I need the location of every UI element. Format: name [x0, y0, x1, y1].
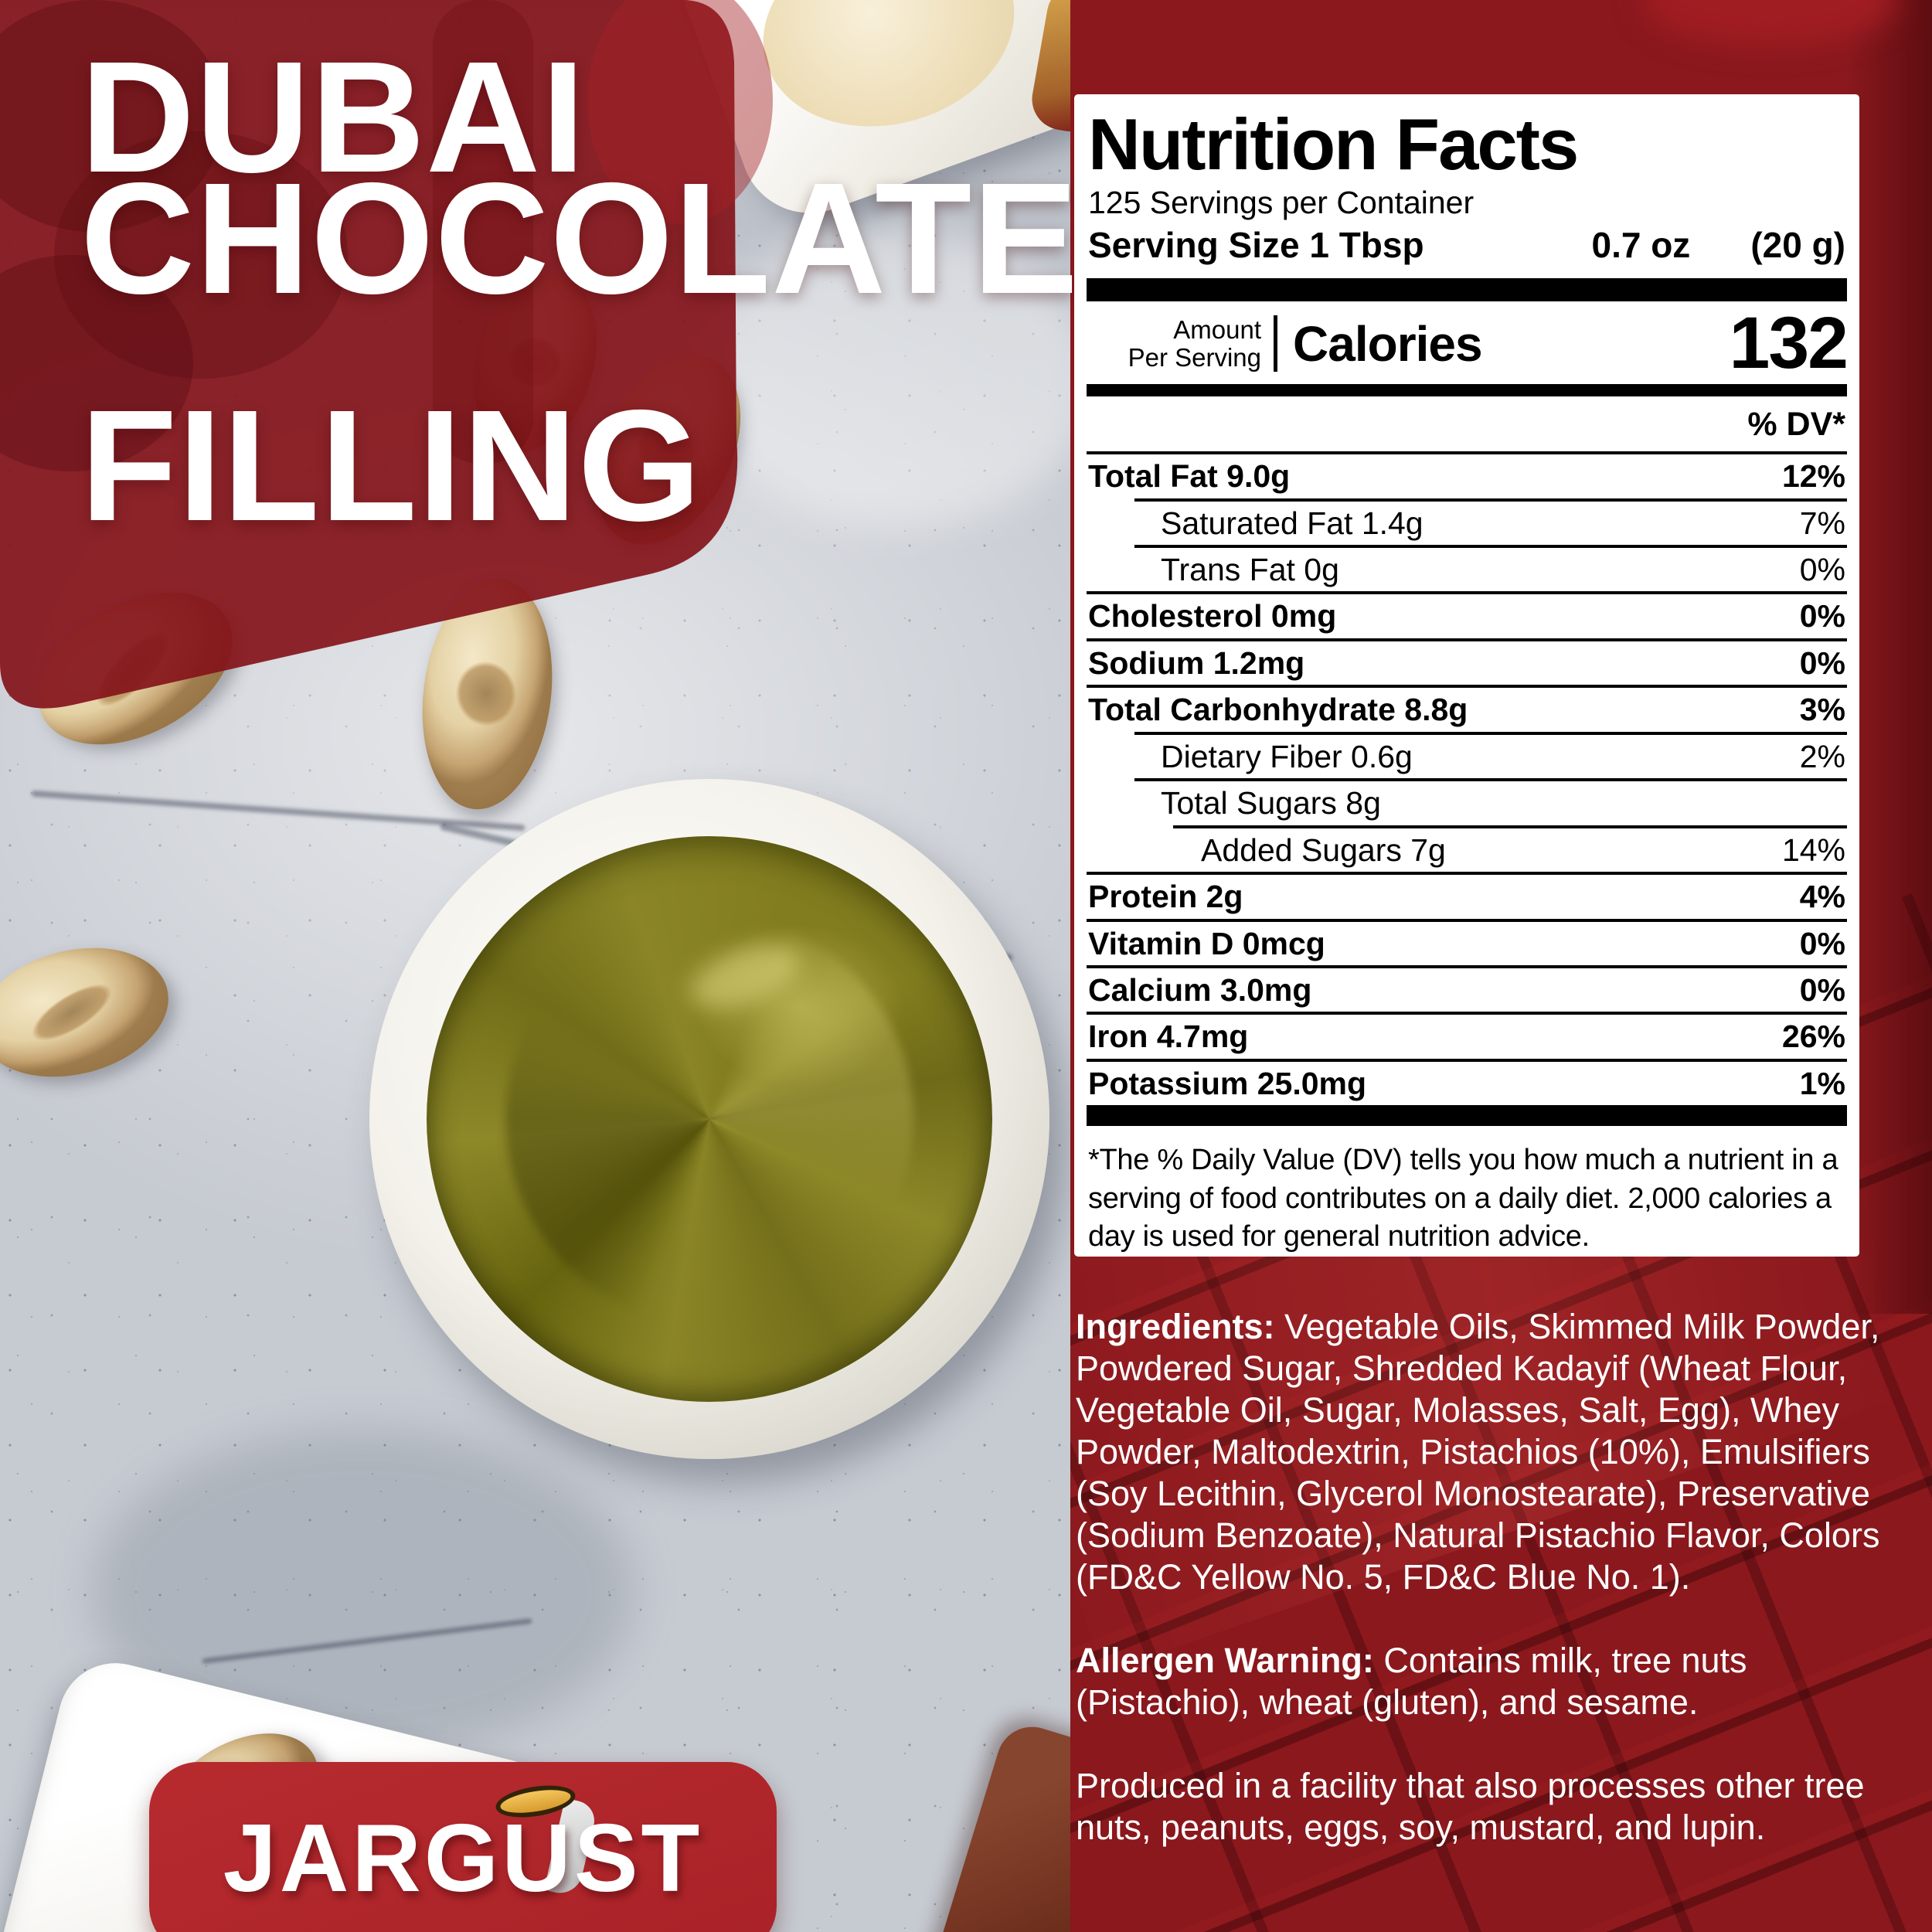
daily-value-header: % DV*: [1747, 406, 1845, 444]
calories-value: 132: [1729, 302, 1849, 385]
nutrient-row-sodium: Sodium 1.2mg 0%: [1087, 638, 1847, 685]
medium-divider: [1087, 384, 1847, 397]
title-line-2: CHOCOLATE: [80, 150, 1080, 327]
amount-per-serving: Amount Per Serving: [1087, 316, 1261, 371]
amount-line-2: Per Serving: [1128, 342, 1261, 372]
nutrient-row-trans-fat: Trans Fat 0g 0%: [1134, 544, 1847, 591]
photo-background: [0, 0, 1070, 1932]
calories-label: Calories: [1293, 315, 1483, 372]
vertical-divider: [1274, 315, 1277, 372]
thick-divider-bottom: [1087, 1105, 1847, 1127]
info-text-block: Ingredients: Vegetable Oils, Skimmed Mil…: [1076, 1306, 1912, 1890]
nutrient-row-total-fat: Total Fat 9.0g 12%: [1087, 451, 1847, 498]
title-line-1: DUBAI: [80, 29, 587, 206]
servings-per-container: 125 Servings per Container: [1088, 185, 1475, 221]
edge-shadow: [1847, 0, 1932, 1314]
nutrient-row-cholesterol: Cholesterol 0mg 0%: [1087, 591, 1847, 638]
nutrient-row-saturated-fat: Saturated Fat 1.4g 7%: [1134, 498, 1847, 545]
allergen-paragraph: Allergen Warning: Contains milk, tree nu…: [1076, 1640, 1912, 1723]
allergen-label: Allergen Warning:: [1076, 1641, 1374, 1680]
ingredients-label: Ingredients:: [1076, 1307, 1275, 1346]
nutrition-facts-panel: Nutrition Facts 125 Servings per Contain…: [1074, 94, 1859, 1257]
nutrient-row-iron: Iron 4.7mg 26%: [1087, 1012, 1847, 1058]
nutrient-rows: Total Fat 9.0g 12% Saturated Fat 1.4g 7% T…: [1087, 451, 1847, 1105]
nutrition-facts-heading: Nutrition Facts: [1088, 104, 1579, 185]
brand-logo: JARG U ST: [149, 1762, 777, 1932]
nutrient-row-potassium: Potassium 25.0mg 1%: [1087, 1058, 1847, 1105]
serving-size-grams: (20 g): [1750, 225, 1845, 266]
brand-name-pre: JARG: [223, 1805, 502, 1912]
serving-size-line: Serving Size 1 Tbsp 0.7 oz (20 g): [1088, 224, 1845, 266]
pistachio-cream: [427, 836, 992, 1402]
serving-size-label: Serving Size 1 Tbsp: [1088, 225, 1424, 266]
brand-name: JARG U ST: [223, 1781, 703, 1913]
nutrient-row-protein: Protein 2g 4%: [1087, 872, 1847, 918]
jar-u-glyph: U: [493, 1781, 598, 1913]
nutrient-row-carbohydrate: Total Carbonhydrate 8.8g 3%: [1087, 685, 1847, 731]
amount-line-1: Amount: [1173, 315, 1261, 345]
brand-name-u: U: [502, 1805, 574, 1912]
nutrient-row-vitamin-d: Vitamin D 0mcg 0%: [1087, 918, 1847, 965]
facility-paragraph: Produced in a facility that also process…: [1076, 1766, 1865, 1847]
brand-name-post: ST: [573, 1805, 703, 1912]
ingredients-text: Vegetable Oils, Skimmed Milk Powder, Pow…: [1076, 1307, 1880, 1597]
serving-size-oz: 0.7 oz: [1591, 225, 1691, 266]
ingredients-paragraph: Ingredients: Vegetable Oils, Skimmed Mil…: [1076, 1306, 1912, 1598]
nutrient-row-total-sugars: Total Sugars 8g: [1134, 778, 1847, 825]
daily-value-footnote: *The % Daily Value (DV) tells you how mu…: [1088, 1144, 1838, 1253]
calories-row: Amount Per Serving Calories 132: [1087, 301, 1849, 385]
nutrient-row-fiber: Dietary Fiber 0.6g 2%: [1134, 731, 1847, 778]
thick-divider: [1087, 278, 1847, 302]
nutrient-row-calcium: Calcium 3.0mg 0%: [1087, 965, 1847, 1012]
title-line-3: FILLING: [80, 377, 702, 554]
allergen-text: Contains milk, tree nuts (Pistachio), wh…: [1076, 1641, 1747, 1722]
nutrient-row-added-sugars: Added Sugars 7g 14%: [1173, 825, 1847, 872]
concrete-shade: [696, 232, 1070, 526]
